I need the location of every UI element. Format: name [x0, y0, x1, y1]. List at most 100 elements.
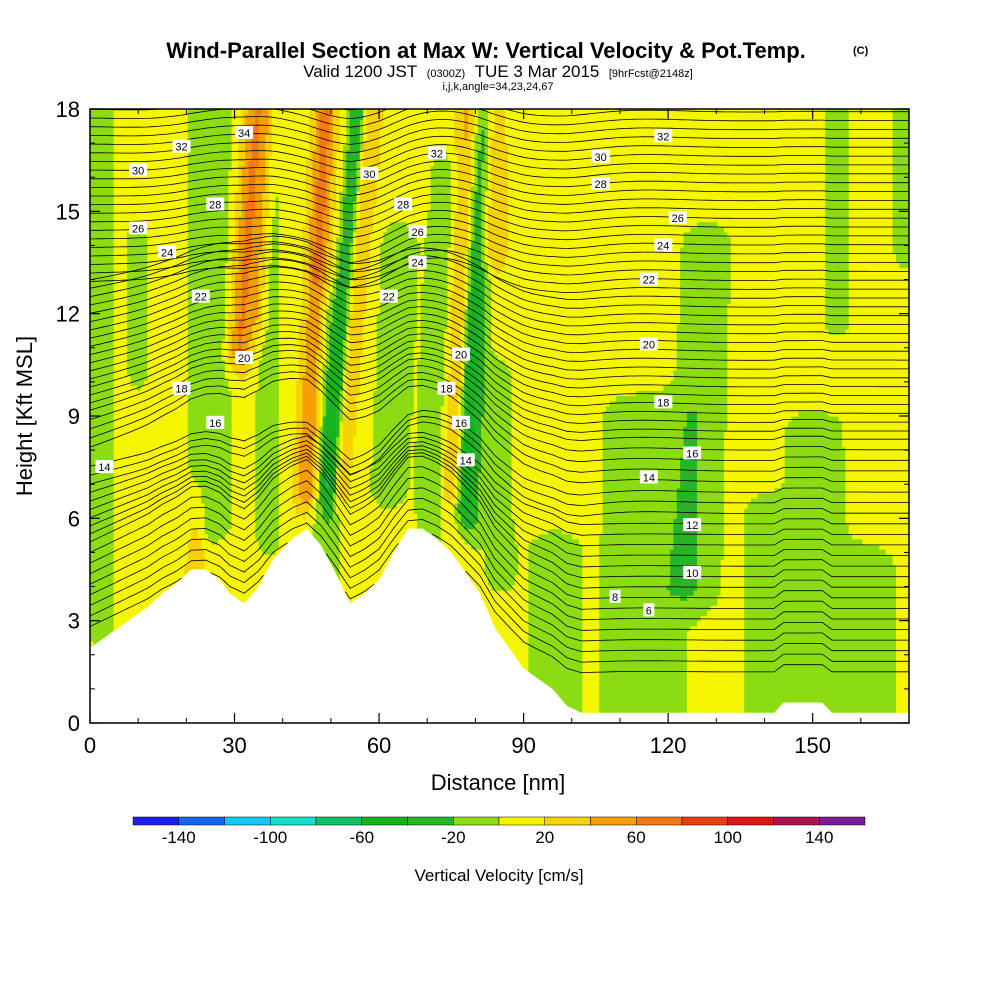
svg-text:6: 6 — [646, 605, 652, 617]
contour-label: 8 — [610, 590, 621, 604]
contour-label: 34 — [235, 126, 253, 140]
contour-label: 24 — [654, 238, 672, 252]
x-tick-label: 120 — [650, 733, 687, 758]
valid-time: Valid 1200 JST — [303, 62, 417, 81]
grid-params: i,j,k,angle=34,23,24,67 — [442, 81, 553, 93]
colorbar-tick-label: 140 — [805, 828, 833, 847]
contour-label: 14 — [640, 470, 658, 484]
y-tick-label: 18 — [56, 97, 80, 122]
colorbar-swatch — [591, 817, 637, 825]
valid-utc: (0300Z) — [427, 68, 466, 80]
y-tick-label: 6 — [68, 506, 80, 531]
contour-label: 32 — [654, 129, 672, 143]
y-axis-label: Height [Kft MSL] — [12, 336, 37, 496]
contour-label: 28 — [206, 198, 224, 212]
contour-label: 26 — [129, 221, 147, 235]
colorbar-tick-label: -100 — [253, 828, 287, 847]
svg-text:26: 26 — [672, 213, 684, 225]
y-tick-label: 12 — [56, 302, 80, 327]
svg-text:26: 26 — [411, 227, 423, 239]
x-tick-label: 150 — [794, 733, 831, 758]
forecast-info: [9hrFcst@2148z] — [609, 68, 693, 80]
colorbar-tick-label: 20 — [535, 828, 554, 847]
colorbar-swatch — [682, 817, 728, 825]
valid-date: TUE 3 Mar 2015 — [475, 62, 600, 81]
contour-label: 6 — [643, 603, 654, 617]
colorbar-tick-label: -20 — [441, 828, 466, 847]
contour-label: 16 — [683, 447, 701, 461]
contour-label: 26 — [409, 225, 427, 239]
x-tick-label: 0 — [84, 733, 96, 758]
svg-text:22: 22 — [643, 275, 655, 287]
colorbar-swatch — [728, 817, 774, 825]
colorbar-swatch — [133, 817, 179, 825]
colorbar-swatch — [225, 817, 271, 825]
isentrope-line — [100, 92, 909, 101]
colorbar-swatch — [819, 817, 865, 825]
contour-label: 14 — [457, 453, 475, 467]
colorbar-swatch — [453, 817, 499, 825]
contour-label: 30 — [129, 163, 147, 177]
colorbar-label: Vertical Velocity [cm/s] — [414, 866, 583, 885]
contour-label: 20 — [640, 337, 658, 351]
svg-text:28: 28 — [595, 179, 607, 191]
colorbar-swatch — [636, 817, 682, 825]
colorbar-swatch — [179, 817, 225, 825]
svg-text:16: 16 — [686, 449, 698, 461]
svg-text:18: 18 — [175, 384, 187, 396]
colorbar-swatch — [316, 817, 362, 825]
contour-label: 20 — [235, 351, 253, 365]
svg-text:18: 18 — [440, 384, 452, 396]
svg-text:26: 26 — [132, 223, 144, 235]
contour-label: 10 — [683, 566, 701, 580]
svg-text:16: 16 — [455, 418, 467, 430]
colorbar-tick-label: 100 — [714, 828, 742, 847]
x-tick-label: 90 — [511, 733, 535, 758]
svg-text:14: 14 — [643, 472, 655, 484]
contour-label: 18 — [438, 382, 456, 396]
contour-label: 20 — [452, 348, 470, 362]
svg-text:32: 32 — [657, 131, 669, 143]
contour-label: 18 — [173, 382, 191, 396]
svg-text:28: 28 — [209, 200, 221, 212]
contour-label: 32 — [173, 140, 191, 154]
contour-label: 24 — [409, 256, 427, 270]
svg-text:24: 24 — [657, 240, 669, 252]
colorbar-tick-label: 60 — [627, 828, 646, 847]
colorbar-tick-label: -140 — [162, 828, 196, 847]
svg-text:30: 30 — [363, 169, 375, 181]
svg-text:16: 16 — [209, 418, 221, 430]
contour-label: 12 — [683, 518, 701, 532]
x-tick-label: 60 — [367, 733, 391, 758]
colorbar-swatch — [408, 817, 454, 825]
contour-label: 22 — [192, 290, 210, 304]
contour-label: 22 — [640, 273, 658, 287]
svg-text:32: 32 — [175, 142, 187, 154]
y-tick-label: 0 — [68, 711, 80, 736]
contour-label: 16 — [452, 416, 470, 430]
svg-text:20: 20 — [455, 350, 467, 362]
svg-text:22: 22 — [383, 292, 395, 304]
isentrope-line — [90, 92, 909, 110]
colorbar-swatch — [545, 817, 591, 825]
svg-text:28: 28 — [397, 200, 409, 212]
svg-text:24: 24 — [161, 247, 173, 259]
contour-label: 14 — [95, 460, 113, 474]
colorbar-swatch — [362, 817, 408, 825]
colorbar-swatch — [270, 817, 316, 825]
contour-label: 22 — [380, 290, 398, 304]
svg-text:18: 18 — [657, 397, 669, 409]
contour-label: 32 — [428, 146, 446, 160]
svg-text:20: 20 — [643, 339, 655, 351]
y-tick-label: 15 — [56, 199, 80, 224]
svg-text:8: 8 — [612, 592, 618, 604]
svg-text:12: 12 — [686, 520, 698, 532]
svg-text:32: 32 — [431, 148, 443, 160]
y-tick-label: 3 — [68, 609, 80, 634]
contour-label: 30 — [592, 150, 610, 164]
copyright-mark: (C) — [853, 45, 869, 57]
contour-label: 24 — [158, 245, 176, 259]
